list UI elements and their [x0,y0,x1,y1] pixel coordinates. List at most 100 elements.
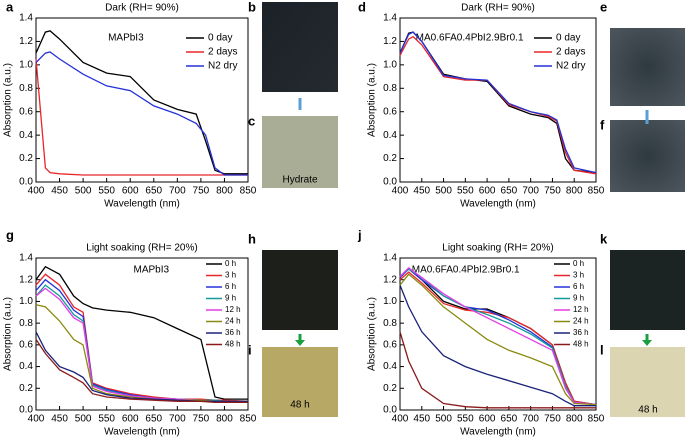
x-tick-label: 650 [145,414,162,425]
y-tick-label: 1.2 [19,36,33,47]
y-axis-label: Absorption (a.u.) [367,297,378,371]
chart-title: Light soaking (RH= 20%) [442,243,553,254]
legend-label: 2 days [208,47,237,58]
legend-label: 0 day [556,33,580,44]
x-tick-label: 800 [216,414,233,425]
x-tick-label: 400 [392,414,409,425]
x-axis-label: Wavelength (nm) [460,199,536,210]
y-tick-label: 1.2 [19,274,33,285]
legend-label: 36 h [573,328,589,337]
y-tick-label: 0.6 [19,339,33,350]
x-tick-label: 650 [501,414,518,425]
legend-label: N2 dry [208,61,237,72]
arrow-head [295,340,305,346]
y-tick-label: 0.2 [19,383,33,394]
x-tick-label: 600 [479,414,496,425]
plot-frame [399,17,597,183]
series-line [35,339,248,404]
arrow-head [642,340,652,346]
photo [262,2,338,92]
series-line [35,304,248,402]
y-axis-label: Absorption (a.u.) [3,297,14,371]
annotation: MAPbI3 [134,265,170,276]
x-tick-label: 850 [588,186,605,197]
x-tick-label: 600 [479,186,496,197]
panel-letter: c [248,113,255,128]
chart-title: Light soaking (RH= 20%) [86,243,197,254]
y-tick-label: 0.6 [383,106,397,117]
series-line [35,265,248,400]
series-line [399,31,597,174]
y-tick-label: 0.4 [383,361,397,372]
x-tick-label: 550 [98,414,115,425]
x-tick-label: 400 [392,186,409,197]
x-tick-label: 700 [522,414,539,425]
panel-letter: a [6,0,14,14]
panel-letter: k [600,231,608,246]
annotation: MAPbI3 [108,33,144,44]
photo [610,347,685,417]
panel-letter: e [600,0,607,14]
x-tick-label: 500 [435,414,452,425]
legend-label: 48 h [573,340,589,349]
y-tick-label: 0.4 [383,130,397,141]
x-tick-label: 700 [522,186,539,197]
y-tick-label: 1.4 [19,13,33,24]
photo [262,347,338,417]
series-line [399,284,596,407]
legend-label: 0 h [225,259,236,268]
y-axis-label: Absorption (a.u.) [3,63,14,137]
x-tick-label: 700 [169,186,186,197]
x-tick-label: 550 [457,186,474,197]
y-tick-label: 0.2 [383,383,397,394]
photo [262,116,338,188]
x-tick-label: 550 [98,186,115,197]
plot-frame [35,17,249,183]
x-tick-label: 750 [544,414,561,425]
legend-label: 3 h [225,271,236,280]
y-tick-label: 0.4 [19,361,33,372]
plot-frame [35,257,249,411]
legend-label: 12 h [225,305,241,314]
legend-label: 0 h [573,259,584,268]
x-tick-label: 850 [588,414,605,425]
x-tick-label: 800 [216,186,233,197]
legend-label: 0 day [208,33,232,44]
series-line [399,273,597,406]
y-tick-label: 1.0 [19,296,33,307]
y-tick-label: 1.4 [383,13,397,24]
y-tick-label: 0.2 [19,153,33,164]
legend-label: 24 h [573,317,589,326]
panel-letter: f [600,117,605,132]
series-line [35,58,248,176]
series-line [399,266,597,406]
legend-label: N2 dry [556,61,585,72]
panel-letter: d [358,0,366,14]
x-tick-label: 450 [413,414,430,425]
y-tick-label: 0.4 [19,130,33,141]
legend-label: 12 h [573,305,589,314]
legend-label: 6 h [225,282,236,291]
photo-caption: 48 h [638,405,657,416]
x-tick-label: 800 [566,414,583,425]
y-tick-label: 0.8 [383,318,397,329]
legend-label: 9 h [573,294,584,303]
chart-title: Dark (RH= 90%) [105,3,179,14]
legend-label: 24 h [225,317,241,326]
panel-letter: b [248,0,256,14]
photo [610,28,685,106]
legend-label: 2 days [556,47,585,58]
y-tick-label: 1.0 [383,59,397,70]
panel-letter: j [357,227,362,242]
series-line [399,331,596,409]
x-axis-label: Wavelength (nm) [104,199,180,210]
x-tick-label: 700 [169,414,186,425]
y-tick-label: 0.0 [383,177,397,188]
photo [610,250,685,330]
x-tick-label: 450 [51,414,68,425]
photo-caption: 48 h [290,400,309,411]
legend-label: 9 h [225,294,236,303]
y-tick-label: 0.8 [383,83,397,94]
panel-letter: i [248,342,252,357]
